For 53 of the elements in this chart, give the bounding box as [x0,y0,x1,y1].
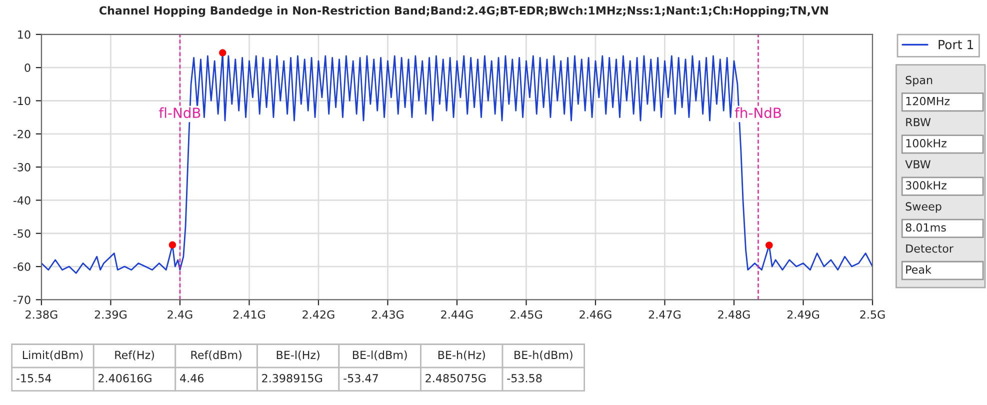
x-tick-label: 2.5G [860,310,885,319]
x-tick-label: 2.44G [441,310,473,319]
text: BE-h(Hz) [438,350,485,360]
text: Span [906,76,932,86]
ref-line-label: fl-NdB [159,107,200,118]
text: Ref(dBm) [191,350,242,360]
text: -53.47 [344,374,378,382]
text: -53.58 [507,374,542,382]
text: VBW [905,160,931,168]
x-tick-label: 2.43G [372,310,404,319]
text: Sweep [906,202,942,213]
x-tick-label: 2.39G [94,310,126,319]
text: 2.40616G [98,374,152,382]
y-tick-label: -20 [13,130,30,138]
text: 2.485075G [426,374,486,382]
x-tick-label: 2.46G [580,310,612,319]
x-tick-label: 2.4G [168,310,192,319]
x-tick-label: 2.47G [648,310,681,319]
x-tick-label: 2.49G [787,310,820,319]
y-tick-label: -40 [13,196,30,205]
chart-title: Channel Hopping Bandedge in Non-Restriction Band;Band:2.4G;BT-EDR;BWch:1MHz;Nss:1;Nant:1;Ch:Hopping;TN,VN [99,6,828,17]
text: Limit(dBm) [22,350,83,360]
x-tick-label: 2.41G [233,310,265,319]
y-tick-label: -10 [13,96,30,106]
text: 300kHz [906,180,946,190]
text: Detector [906,244,954,253]
point [766,242,773,249]
legend-label: Port 1 [938,40,974,50]
x-tick-label: 2.48G [718,310,750,319]
y-tick-label: 0 [24,64,30,72]
ref-line-label: fh-NdB [734,107,781,118]
x-tick-label: 2.45G [510,310,542,319]
y-tick-label: -70 [13,296,30,304]
text: BE-l(dBm) [352,350,407,360]
y-tick-label: -50 [13,229,30,238]
text: 100kHz [906,138,946,148]
x-tick-label: 2.42G [302,310,334,319]
text: RBW [906,118,931,126]
y-tick-label: -60 [13,262,30,271]
text: 4.46 [180,374,204,382]
text: -15.54 [16,374,52,382]
y-tick-label: -30 [13,163,30,172]
text: 120MHz [906,96,950,106]
point [218,49,226,56]
y-tick-label: 10 [18,30,30,39]
point [168,241,176,249]
text: 2.398915G [262,374,322,382]
text: Peak [906,265,932,274]
text: Ref(Hz) [115,350,154,360]
text: BE-l(Hz) [276,350,320,360]
text: BE-h(dBm) [514,350,572,360]
text: 8.01ms [906,223,946,232]
x-tick-label: 2.38G [26,310,58,319]
